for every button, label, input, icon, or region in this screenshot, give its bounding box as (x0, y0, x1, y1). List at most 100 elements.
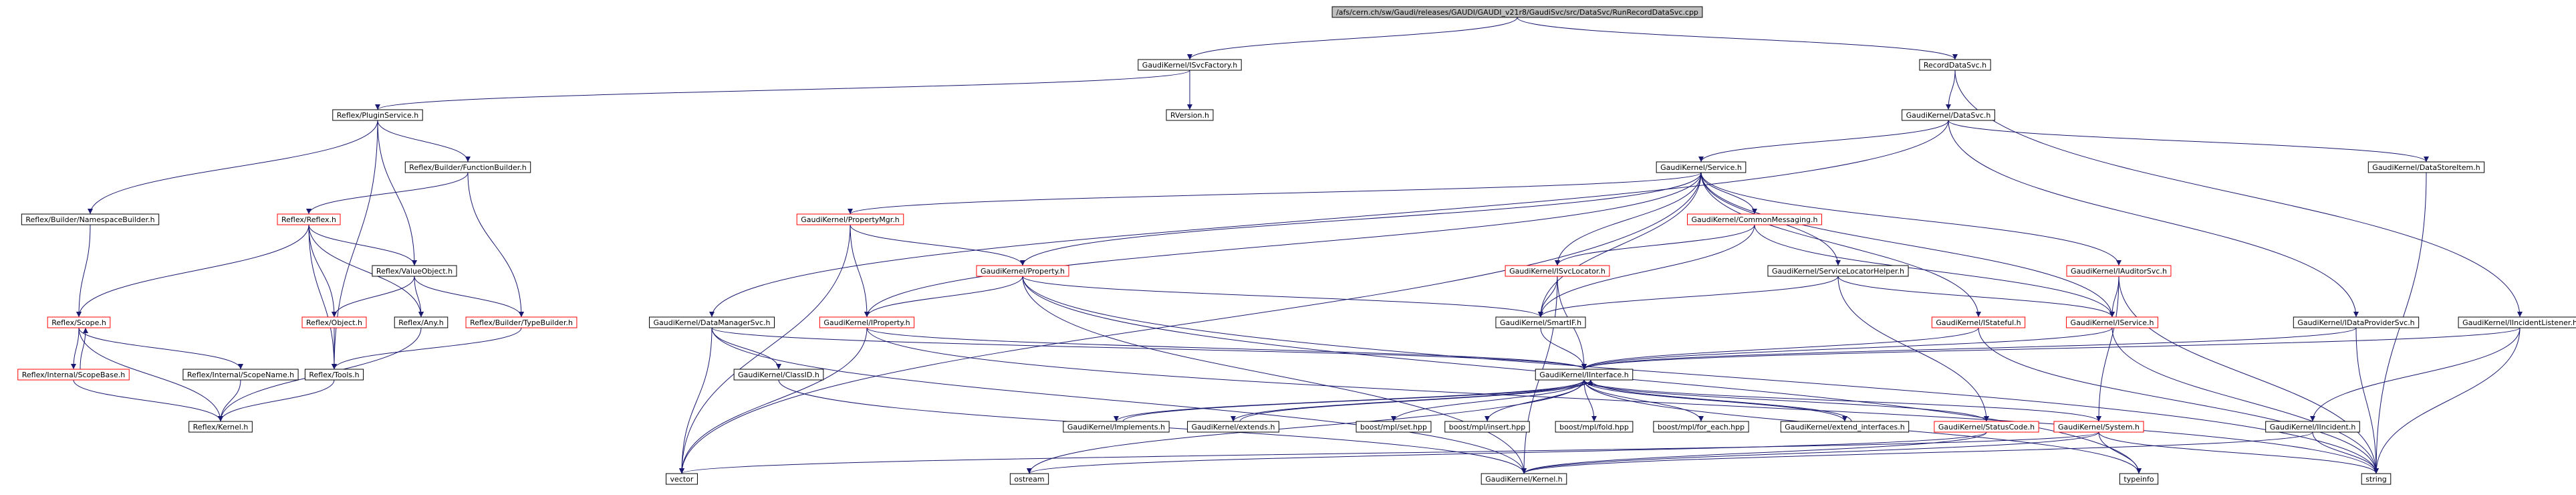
node-label: GaudiKernel/IProperty.h (823, 318, 910, 327)
node: vector (666, 473, 698, 485)
node: boost/mpl/fold.hpp (1555, 421, 1634, 433)
node-box (47, 316, 111, 328)
node-box (1919, 59, 1991, 71)
node: GaudiKernel/IIncidentListener.h (2458, 316, 2576, 328)
edge-arrow (848, 172, 1702, 215)
edge-arrow (1022, 276, 2379, 474)
edge-arrow (308, 224, 417, 266)
node-label: GaudiKernel/ServiceLocatorHelper.h (1772, 267, 1904, 276)
node: GaudiKernel/IProperty.h (819, 316, 915, 328)
nodes: /afs/cern.ch/sw/Gaudi/releases/GAUDI/GAU… (17, 6, 2576, 485)
edge-arrow (1581, 327, 2521, 370)
edge-arrow (1027, 379, 1585, 474)
node-label: Reflex/Builder/FunctionBuilder.h (409, 163, 526, 172)
node-label: boost/mpl/insert.hpp (1449, 423, 1525, 431)
node-box (2361, 473, 2392, 485)
node-label: Reflex/Internal/ScopeName.h (187, 371, 294, 379)
edge-arrow (1239, 379, 1593, 422)
node-box (1931, 316, 2026, 328)
edge-arrow (2098, 431, 2379, 474)
node: Reflex/Builder/FunctionBuilder.h (404, 161, 531, 173)
node-label: boost/mpl/fold.hpp (1559, 423, 1629, 431)
node-label: Reflex/PluginService.h (337, 111, 418, 120)
node-box (1902, 109, 1995, 121)
node-label: GaudiKernel/IStateful.h (1936, 318, 2021, 327)
node-label: boost/mpl/for_each.hpp (1658, 423, 1745, 431)
edge-arrow (1837, 276, 2115, 318)
node: GaudiKernel/IAuditorSvc.h (2066, 265, 2172, 277)
node: Reflex/PluginService.h (332, 109, 423, 121)
node-box (1535, 369, 1634, 381)
node-label: GaudiKernel/Implements.h (1067, 423, 1165, 431)
node-box (1138, 59, 1242, 71)
node-box (2066, 316, 2158, 328)
edge-arrow (1022, 276, 1527, 474)
edge-arrow (2111, 327, 2379, 474)
edge-arrow (1122, 379, 1593, 422)
node-box (1444, 421, 1530, 433)
edge-arrow (78, 327, 223, 422)
node-label: GaudiKernel/IService.h (2071, 318, 2154, 327)
edge-arrow (76, 224, 91, 318)
node-box (17, 369, 130, 381)
node: GaudiKernel/SmartIF.h (1495, 316, 1586, 328)
edge-arrow (866, 327, 2379, 474)
node: GaudiKernel/System.h (2053, 421, 2144, 433)
node-box (648, 316, 775, 328)
edge-arrow (1521, 431, 2099, 474)
edge-arrow (1521, 431, 2313, 474)
node-box (1653, 421, 1749, 433)
edge-arrow (1700, 172, 1757, 215)
node: GaudiKernel/Kernel.h (1480, 473, 1567, 485)
node-label: Reflex/Reflex.h (281, 215, 336, 224)
node: RVersion.h (1166, 109, 1214, 121)
edge-arrow (1538, 276, 1839, 318)
edge-arrow (1022, 276, 1543, 318)
edge-arrow (1698, 120, 1949, 163)
edge-arrow (864, 276, 1023, 318)
node-label: GaudiKernel/ISvcFactory.h (1142, 61, 1237, 70)
edge-arrow (2373, 327, 2521, 474)
node: boost/mpl/set.hpp (1356, 421, 1432, 433)
edge-arrow (1555, 224, 1755, 266)
edge-arrow (71, 327, 80, 370)
node-label: GaudiKernel/StatusCode.h (1938, 423, 2035, 431)
edge-arrow (1555, 172, 1702, 266)
node-label: GaudiKernel/DataSvc.h (1906, 111, 1991, 120)
edge-arrow (332, 120, 378, 370)
edge-arrow (332, 276, 415, 318)
node-label: Reflex/Builder/TypeBuilder.h (470, 318, 573, 327)
node-box (188, 421, 253, 433)
edge-arrow (308, 224, 424, 318)
node-label: string (2365, 475, 2387, 484)
node-box (1187, 421, 1279, 433)
edge-arrow (1391, 379, 1585, 422)
node: GaudiKernel/IService.h (2066, 316, 2158, 328)
node-label: Reflex/Kernel.h (193, 423, 249, 431)
node-box (1009, 473, 1049, 485)
edge-arrow (2312, 431, 2379, 474)
node: GaudiKernel/extends.h (1187, 421, 1279, 433)
node: GaudiKernel/Implements.h (1063, 421, 1170, 433)
node-box (301, 316, 367, 328)
node-label: GaudiKernel/IAuditorSvc.h (2071, 267, 2167, 276)
edge-arrow (80, 327, 88, 370)
edge-arrow (679, 327, 713, 474)
node-box (394, 316, 448, 328)
edge-arrow (76, 224, 309, 318)
node-label: /afs/cern.ch/sw/Gaudi/releases/GAUDI/GAU… (1336, 8, 1698, 17)
edge-arrow (679, 327, 868, 474)
node-box (2053, 421, 2144, 433)
edge-arrow (414, 276, 424, 318)
edge-arrow (1231, 379, 1585, 422)
node-box (2119, 473, 2159, 485)
node: GaudiKernel/IDataProviderSvc.h (2293, 316, 2420, 328)
node-box (465, 316, 577, 328)
node: boost/mpl/for_each.hpp (1653, 421, 1749, 433)
node-box (1166, 109, 1214, 121)
edge-arrow (1540, 327, 1587, 370)
node-box (2458, 316, 2576, 328)
edge-arrow (866, 327, 1587, 370)
node-box (2066, 265, 2172, 277)
node: GaudiKernel/CommonMessaging.h (1686, 213, 1823, 225)
